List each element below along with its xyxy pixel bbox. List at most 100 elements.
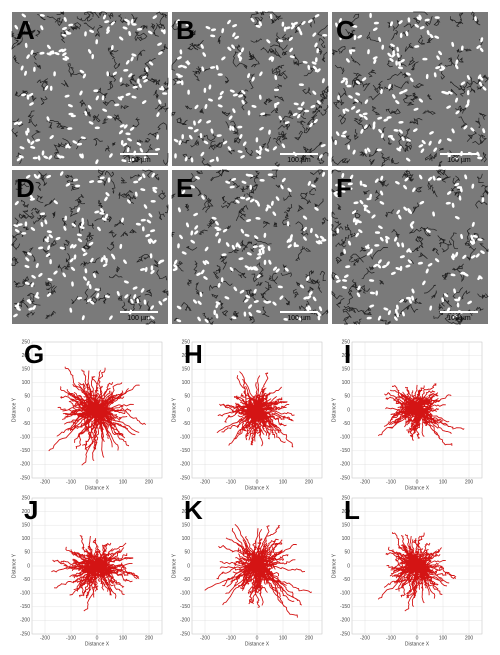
cell bbox=[454, 216, 460, 220]
cell bbox=[383, 118, 389, 122]
cell bbox=[366, 197, 372, 201]
cell bbox=[67, 104, 73, 108]
cell bbox=[44, 238, 49, 243]
cell bbox=[460, 81, 466, 86]
cell bbox=[93, 89, 99, 93]
cell bbox=[87, 298, 92, 303]
cell bbox=[256, 256, 261, 260]
cell bbox=[235, 242, 239, 248]
cell bbox=[396, 242, 400, 247]
cell bbox=[375, 290, 379, 296]
x-tick-label: 0 bbox=[256, 635, 259, 641]
cell bbox=[202, 52, 206, 57]
cell bbox=[206, 120, 212, 124]
cell bbox=[187, 126, 194, 130]
cell bbox=[272, 301, 277, 306]
cell bbox=[312, 90, 317, 95]
cell bbox=[123, 68, 129, 72]
cell bbox=[258, 244, 264, 248]
cell bbox=[355, 232, 360, 238]
cell bbox=[30, 227, 36, 231]
cell bbox=[478, 81, 483, 87]
cell bbox=[386, 116, 392, 119]
cell bbox=[397, 66, 404, 70]
cell bbox=[355, 92, 361, 96]
cell bbox=[36, 174, 41, 179]
cell bbox=[322, 33, 328, 37]
cell bbox=[72, 178, 79, 182]
cell bbox=[250, 266, 255, 271]
cell bbox=[148, 213, 153, 218]
cell bbox=[60, 171, 64, 176]
cell bbox=[441, 297, 445, 303]
cell bbox=[62, 26, 67, 31]
cells bbox=[172, 171, 327, 323]
cell bbox=[272, 211, 277, 216]
cell bbox=[86, 280, 90, 286]
cell bbox=[345, 58, 350, 63]
cell bbox=[407, 259, 412, 264]
cell bbox=[263, 232, 267, 238]
x-tick-label: 200 bbox=[145, 479, 154, 485]
x-tick-label: 0 bbox=[416, 635, 419, 641]
cell bbox=[35, 262, 39, 269]
cell bbox=[64, 94, 70, 98]
cell bbox=[104, 196, 108, 202]
cells bbox=[334, 12, 487, 162]
cell bbox=[244, 233, 250, 237]
cell bbox=[274, 74, 278, 81]
y-axis-title: Distance Y bbox=[331, 553, 337, 578]
cell bbox=[103, 255, 106, 261]
cell bbox=[283, 26, 287, 32]
cell bbox=[456, 302, 460, 308]
cell bbox=[200, 151, 205, 157]
cell bbox=[121, 159, 127, 163]
cell bbox=[307, 305, 312, 311]
y-tick-label: 50 bbox=[24, 550, 30, 556]
cell bbox=[76, 233, 82, 237]
cell bbox=[429, 33, 434, 39]
cell bbox=[373, 263, 378, 268]
cell bbox=[416, 16, 422, 21]
cell bbox=[232, 24, 238, 28]
cell bbox=[281, 21, 285, 27]
cell bbox=[446, 138, 452, 142]
cell bbox=[259, 126, 264, 131]
cell bbox=[233, 286, 238, 292]
cell bbox=[59, 246, 65, 250]
cell bbox=[177, 243, 180, 249]
cell bbox=[156, 134, 159, 140]
cell bbox=[361, 77, 367, 82]
cell bbox=[215, 220, 219, 226]
cell bbox=[357, 285, 361, 291]
cell bbox=[379, 236, 384, 242]
y-tick-label: 150 bbox=[342, 367, 351, 373]
y-tick-label: 200 bbox=[342, 509, 351, 515]
x-tick-label: -100 bbox=[66, 479, 76, 485]
y-tick-label: 50 bbox=[184, 394, 190, 400]
cell bbox=[204, 318, 209, 323]
cell bbox=[287, 187, 292, 192]
cell bbox=[33, 66, 36, 72]
cell bbox=[413, 128, 418, 132]
cell bbox=[91, 54, 95, 60]
x-tick-label: -100 bbox=[226, 635, 236, 641]
cell bbox=[145, 67, 149, 73]
cell bbox=[175, 19, 180, 24]
cell bbox=[196, 272, 201, 276]
cell bbox=[146, 219, 152, 224]
cell bbox=[314, 14, 320, 18]
cell bbox=[16, 302, 20, 308]
cell bbox=[257, 252, 263, 256]
cell bbox=[63, 225, 67, 231]
cell bbox=[255, 24, 261, 28]
cell bbox=[17, 223, 23, 226]
cell bbox=[478, 275, 483, 280]
cell bbox=[377, 315, 382, 321]
cell bbox=[422, 280, 426, 286]
cell bbox=[316, 100, 321, 105]
cell bbox=[221, 56, 226, 61]
cell bbox=[231, 126, 235, 132]
y-axis-title: Distance Y bbox=[171, 397, 177, 422]
cell bbox=[335, 131, 340, 136]
